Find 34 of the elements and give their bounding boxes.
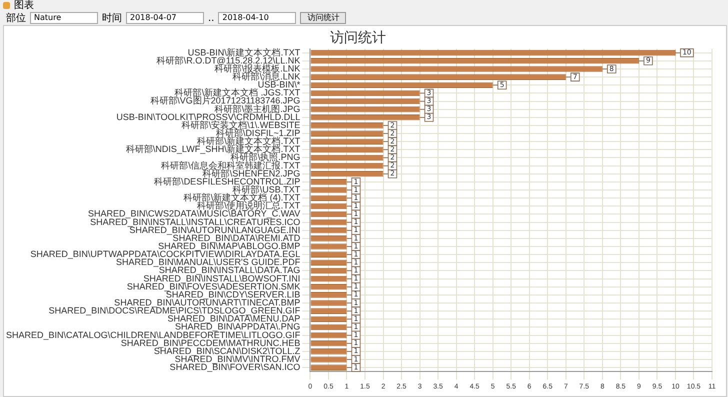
y-tick-label: USB-BIN\*: [258, 80, 301, 90]
y-tick-label: 科研部\新建文本文档 .JGS.TXT: [174, 88, 301, 98]
y-tick-label: 科研部\墨主机图.JPG: [214, 104, 300, 114]
y-tick-label: SHARED_BIN\PECCDEM\MATHRUNC.HEB: [120, 338, 300, 348]
text: Nature: [30, 12, 98, 24]
y-tick-label: 科研部\安装文档\1\.WEBSITE: [182, 120, 300, 130]
y-tick-label: SHARED_BIN\MAP\ABLOGO.BMP: [158, 241, 300, 251]
y-tick-label: 科研部\新建文本文档 (4).TXT: [184, 192, 301, 203]
y-tick-label: SHARED_BIN\UPTWAPPDATA\COCKPITVIEW\DIRLAYDATA.EGL: [30, 249, 300, 260]
y-tick-label: 科研部\执照.PNG: [230, 152, 300, 162]
y-tick-label: 科研部\报表模板.LNK: [214, 63, 300, 74]
text: 图表: [14, 0, 34, 11]
y-tick-label: 科研部\使用说明汇总.TXT: [197, 200, 301, 211]
y-tick-label: USB-BIN\新建文本文档.TXT: [188, 47, 301, 58]
chart-title: 访问统计: [330, 30, 386, 46]
y-tick-label: SHARED_BIN\CWS2DATA\MUSIC\BATORY_C.WAV: [88, 208, 300, 219]
y-tick-label: 科研部\新建文本文档.TXT: [197, 136, 301, 146]
y-tick-label: 科研部\NDIS_LWF_SHH\新建文本文档.TXT: [126, 144, 301, 154]
y-tick-label: SHARED_BIN\FOVER\SAN.ICO: [170, 362, 300, 372]
y-tick-label: SHARED_BIN\INSTALL\DATA.TAG: [158, 265, 300, 276]
text: 2018-04-10: [218, 12, 296, 24]
text: 2018-04-07: [126, 12, 204, 24]
y-tick-label: SHARED_BIN\DATA\MENU.DAP: [168, 314, 300, 324]
text: 访问统计: [300, 12, 346, 24]
y-tick-label: 科研部\消息.LNK: [232, 72, 300, 82]
y-tick-label: 科研部\信息会和科室韩建汇报.TXT: [161, 160, 301, 170]
text: ..: [208, 12, 214, 24]
y-tick-label: SHARED_BIN\MANUAL\USER'S GUIDE.PDF: [116, 257, 301, 268]
y-tick-label: SHARED_BIN\APPDATA\.PNG: [175, 322, 300, 332]
text: 时间: [102, 12, 122, 25]
text: 部位: [6, 12, 26, 25]
y-tick-label: SHARED_BIN\DATA\REMI.ATD: [172, 232, 301, 243]
y-tick-label: 科研部\VG图片20171231183746.JPG: [150, 96, 300, 106]
y-tick-label: SHARED_BIN\DOCS\README\PICS\TDSLOGO_GREEN.GIF: [48, 306, 301, 316]
